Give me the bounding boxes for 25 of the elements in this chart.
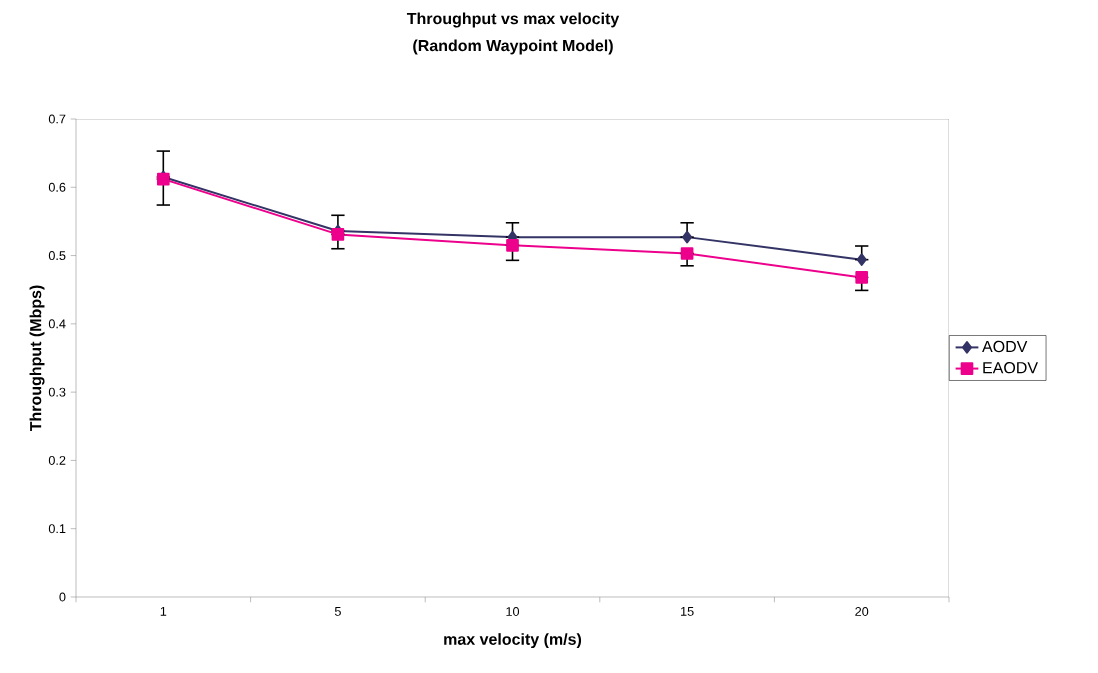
legend-label: EAODV (983, 362, 1038, 374)
y-tick-label: 0.6 (48, 182, 66, 192)
y-axis-title: Throughput (Mbps) (29, 285, 45, 432)
point (856, 253, 867, 266)
x-tick-label: 1 (160, 607, 167, 616)
point (682, 230, 693, 244)
y-tick-label: 0.4 (48, 319, 66, 329)
point (855, 271, 869, 284)
y-tick-label: 0.3 (48, 387, 66, 397)
chart-title: Throughput vs max velocity (406, 12, 620, 28)
y-tick-label: 0 (59, 592, 66, 602)
y-tick-label: 0.2 (48, 455, 66, 465)
x-tick-label: 20 (855, 607, 869, 616)
chart-subtitle: (Random Waypoint Model) (413, 39, 613, 55)
point (506, 238, 519, 252)
y-tick-label: 0.7 (48, 114, 66, 124)
x-axis-title: max velocity (m/s) (444, 633, 582, 649)
x-tick-label: 5 (334, 607, 341, 616)
y-tick-label: 0.5 (48, 251, 66, 261)
x-tick-label: 15 (681, 607, 694, 616)
x-tick-label: 10 (506, 607, 520, 616)
point (680, 247, 694, 260)
legend-label: AODV (982, 340, 1028, 353)
point (331, 228, 345, 241)
y-tick-label: 0.1 (48, 524, 66, 534)
